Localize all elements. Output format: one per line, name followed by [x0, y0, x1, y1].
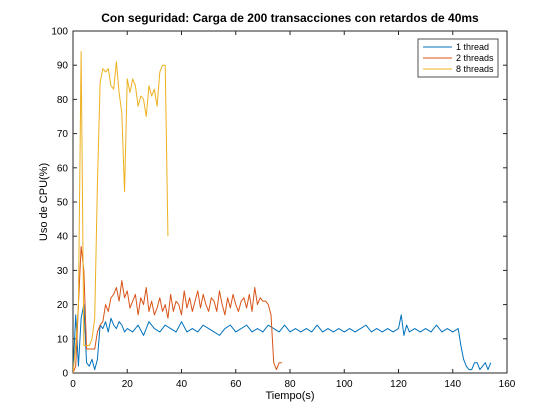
y-tick-label: 100 — [51, 27, 68, 38]
x-axis-label: Tiempo(s) — [265, 390, 314, 402]
y-tick-label: 30 — [57, 266, 69, 277]
x-tick-label: 120 — [390, 379, 407, 390]
y-tick-label: 50 — [57, 198, 69, 209]
y-tick-label: 20 — [57, 300, 69, 311]
legend-label: 2 threads — [456, 53, 494, 63]
legend-label: 1 thread — [456, 42, 489, 52]
x-tick-label: 60 — [230, 379, 242, 390]
x-tick-label: 160 — [499, 379, 516, 390]
x-tick-label: 80 — [284, 379, 296, 390]
y-tick-label: 70 — [57, 129, 69, 140]
y-axis-label: Uso de CPU(%) — [38, 163, 50, 241]
x-tick-label: 40 — [176, 379, 188, 390]
series-line-2-threads — [73, 245, 282, 373]
legend-label: 8 threads — [456, 64, 494, 74]
y-tick-label: 10 — [57, 334, 69, 345]
y-tick-label: 0 — [62, 369, 68, 380]
y-tick-label: 80 — [57, 95, 69, 106]
y-tick-label: 60 — [57, 163, 69, 174]
y-tick-label: 40 — [57, 232, 69, 243]
x-tick-label: 100 — [336, 379, 353, 390]
y-tick-label: 90 — [57, 61, 69, 72]
x-tick-label: 140 — [444, 379, 461, 390]
series-line-8-threads — [73, 51, 169, 373]
plot-frame — [72, 30, 508, 374]
series-line-1-thread — [73, 304, 492, 373]
x-tick-label: 0 — [70, 379, 76, 390]
x-tick-label: 20 — [122, 379, 134, 390]
plot-area: 0 20 40 60 80 100 120 140 160 0 10 20 30 40 50 60 70 80 90… — [51, 27, 515, 391]
chart-title: Con seguridad: Carga de 200 transaccione… — [101, 11, 479, 25]
